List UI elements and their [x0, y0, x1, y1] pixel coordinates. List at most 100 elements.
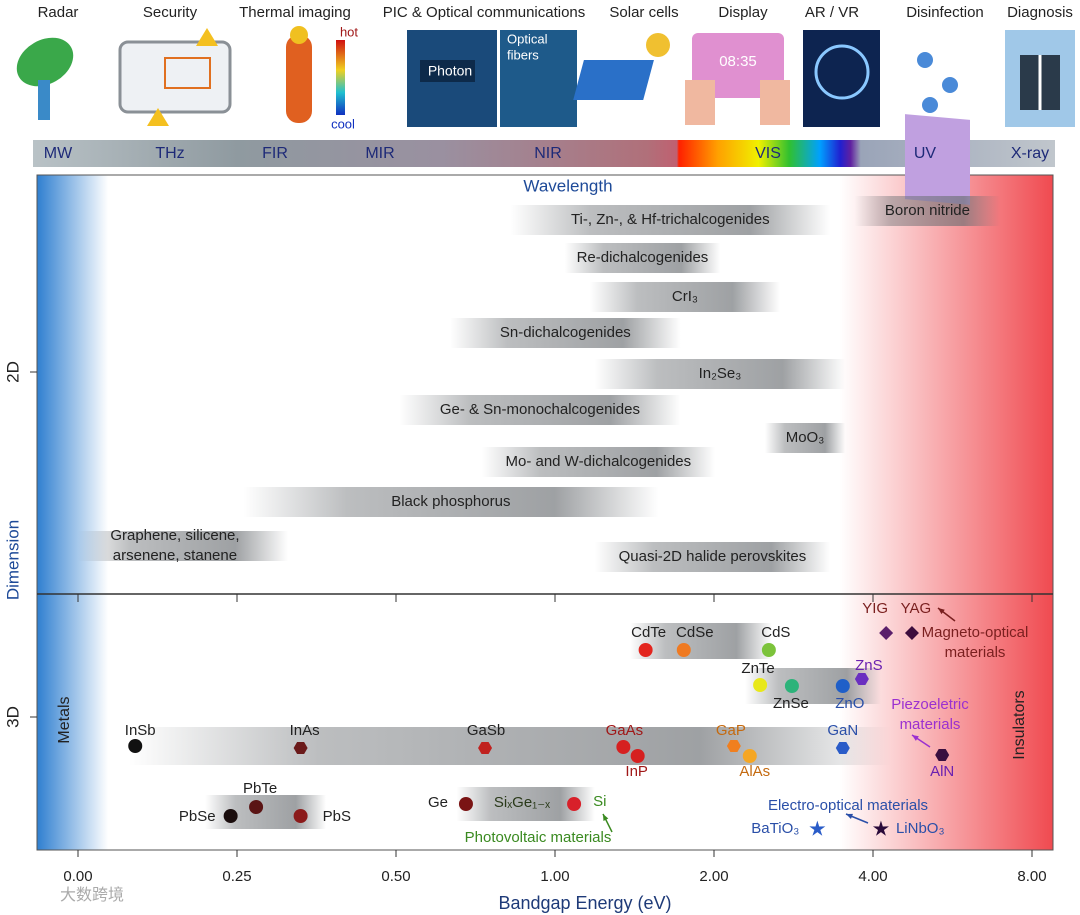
arrow-head	[938, 608, 945, 615]
material-marker	[293, 809, 308, 823]
material-marker	[742, 749, 757, 763]
x-tick-label: 2.00	[699, 868, 728, 885]
material-label: InP	[625, 763, 648, 780]
material-label: YIG	[862, 600, 888, 617]
range-label: Ti-, Zn-, & Hf-trichalcogenides	[571, 211, 770, 228]
material-marker	[726, 739, 741, 753]
material-label: ZnTe	[741, 660, 774, 677]
icons	[16, 26, 1075, 205]
application-label: Diagnosis	[1007, 4, 1073, 21]
material-label: YAG	[901, 600, 932, 617]
material-label: AlN	[930, 763, 954, 780]
application-label: Radar	[38, 4, 79, 21]
icon-text: Optical	[507, 31, 548, 46]
range-bar	[854, 196, 1001, 226]
material-marker	[935, 748, 950, 762]
range-label: Re-dichalcogenides	[577, 249, 709, 266]
material-marker	[458, 797, 473, 811]
material-marker	[567, 797, 582, 811]
spectrum-label: FIR	[262, 145, 288, 162]
material-label: CdTe	[631, 624, 666, 641]
range-bar	[510, 205, 831, 235]
y-tick-label: 3D	[3, 706, 22, 728]
side-label: Metals	[56, 696, 73, 743]
watermark: 大数跨境	[60, 885, 124, 904]
side-label: Insulators	[1011, 690, 1028, 759]
material-label: Ge	[428, 794, 448, 811]
x-tick-label: 0.50	[381, 868, 410, 885]
material-marker	[784, 679, 799, 693]
icon-text: fibers	[507, 47, 539, 62]
spectrum-bar	[33, 140, 1055, 167]
material-label: Si	[593, 793, 606, 810]
material-label: GaSb	[467, 722, 505, 739]
material-label: GaN	[827, 722, 858, 739]
band	[629, 623, 773, 659]
application-label: Disinfection	[906, 4, 984, 21]
material-label: PbSe	[179, 808, 216, 825]
material-marker	[809, 820, 826, 836]
range-label: Mo- and W-dichalcogenides	[505, 453, 691, 470]
spectrum-label: THz	[155, 145, 184, 162]
material-marker	[761, 643, 776, 657]
range-bar	[764, 423, 846, 453]
annotation: Piezoeletric	[891, 696, 969, 713]
material-marker	[835, 741, 850, 755]
application-label: PIC & Optical communications	[383, 4, 586, 21]
range-label: Black phosphorus	[391, 493, 510, 510]
material-marker	[638, 643, 653, 657]
icon-text: hot	[340, 24, 358, 39]
icon-text: 08:35	[719, 53, 757, 70]
material-marker	[835, 679, 850, 693]
material-marker	[753, 678, 768, 692]
arrow-head	[912, 735, 919, 741]
range-bar	[450, 318, 681, 348]
y-tick-label: 2D	[3, 361, 22, 383]
material-label: ZnSe	[773, 695, 809, 712]
material-label: CdS	[761, 624, 790, 641]
application-label: Solar cells	[609, 4, 678, 21]
arrow-head	[846, 813, 853, 819]
arrow-head	[603, 814, 609, 821]
material-label: GaP	[716, 722, 746, 739]
material-marker	[676, 643, 691, 657]
spectrum-label: VIS	[755, 145, 781, 162]
material-marker	[128, 739, 143, 753]
range-label: Sn-dichalcogenides	[500, 324, 631, 341]
range-label: Graphene, silicene,	[110, 527, 239, 544]
material-marker	[879, 626, 894, 640]
range-bar	[564, 243, 721, 273]
material-label: ZnS	[855, 657, 883, 674]
material-label: InAs	[290, 722, 320, 739]
material-marker	[293, 741, 308, 755]
range-bar	[589, 282, 780, 312]
material-marker	[249, 800, 264, 814]
x-tick-label: 4.00	[858, 868, 887, 885]
application-label: AR / VR	[805, 4, 859, 21]
annotation: Magneto-optical	[922, 624, 1029, 641]
application-label: Thermal imaging	[239, 4, 351, 21]
range-label: Boron nitride	[885, 202, 970, 219]
material-label: GaAs	[606, 722, 644, 739]
range-label: Ge- & Sn-monochalcogenides	[440, 401, 640, 418]
x-tick-label: 1.00	[540, 868, 569, 885]
material-marker	[478, 741, 493, 755]
range-label: In₂Se₃	[699, 365, 742, 382]
annotation: materials	[945, 644, 1006, 661]
x-tick-label: 0.25	[222, 868, 251, 885]
spectrum-label: UV	[914, 145, 937, 162]
material-label: PbS	[323, 808, 351, 825]
material-marker	[904, 626, 919, 640]
range-label: arsenene, stanene	[113, 547, 237, 564]
spectrum-label: X-ray	[1011, 145, 1049, 162]
range-bar	[481, 447, 715, 477]
x-tick-label: 0.00	[63, 868, 92, 885]
material-label: InSb	[125, 722, 156, 739]
material-label: ZnO	[835, 695, 864, 712]
spectrum-label: MW	[44, 145, 73, 162]
material-marker	[854, 672, 869, 686]
range-bar	[594, 359, 846, 389]
application-label: Security	[143, 4, 198, 21]
band	[128, 727, 891, 765]
